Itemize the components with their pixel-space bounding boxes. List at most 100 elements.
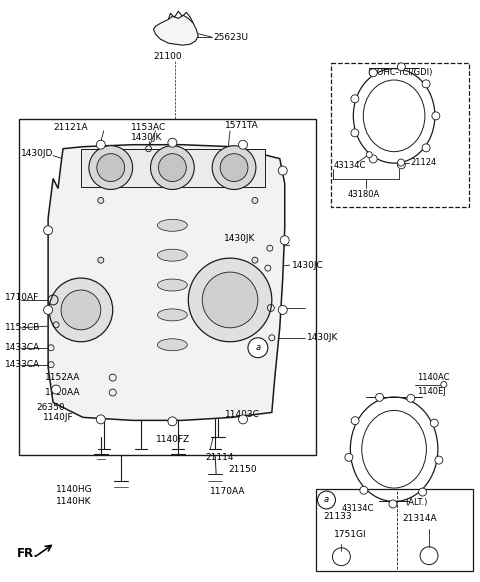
Circle shape bbox=[407, 395, 415, 402]
Circle shape bbox=[212, 146, 256, 190]
Circle shape bbox=[351, 95, 359, 103]
Text: 1430JK: 1430JK bbox=[307, 333, 338, 342]
Circle shape bbox=[360, 487, 368, 494]
Circle shape bbox=[278, 166, 287, 175]
Text: 1140JF: 1140JF bbox=[43, 413, 74, 422]
Circle shape bbox=[98, 257, 104, 263]
Text: 43180A: 43180A bbox=[348, 190, 380, 199]
Circle shape bbox=[351, 129, 359, 137]
Circle shape bbox=[202, 272, 258, 328]
Circle shape bbox=[280, 236, 289, 244]
Text: 1433CA: 1433CA bbox=[5, 360, 41, 369]
Text: 1140HK: 1140HK bbox=[56, 498, 92, 506]
Ellipse shape bbox=[157, 279, 187, 291]
Circle shape bbox=[158, 154, 186, 182]
Text: 1430JD: 1430JD bbox=[21, 149, 54, 158]
Bar bbox=[19, 119, 315, 455]
Text: 1710AA: 1710AA bbox=[45, 388, 81, 397]
Text: 43134C: 43134C bbox=[334, 161, 366, 170]
Text: 1152AA: 1152AA bbox=[45, 373, 81, 382]
Text: 21124: 21124 bbox=[410, 158, 436, 167]
Text: a: a bbox=[324, 495, 329, 505]
Circle shape bbox=[389, 500, 397, 508]
Circle shape bbox=[441, 382, 447, 388]
Circle shape bbox=[252, 257, 258, 263]
Circle shape bbox=[239, 140, 248, 149]
Circle shape bbox=[369, 69, 377, 77]
Text: FR.: FR. bbox=[17, 547, 39, 560]
Text: a: a bbox=[255, 343, 261, 352]
Circle shape bbox=[97, 154, 125, 182]
Text: 1751GI: 1751GI bbox=[334, 530, 366, 540]
Text: 1433CA: 1433CA bbox=[5, 343, 41, 352]
Text: 21150: 21150 bbox=[228, 464, 257, 474]
Text: 1140EJ: 1140EJ bbox=[417, 387, 446, 396]
Circle shape bbox=[151, 146, 194, 190]
Circle shape bbox=[113, 162, 119, 169]
Circle shape bbox=[248, 338, 268, 358]
Circle shape bbox=[432, 112, 440, 120]
Text: 1153AC: 1153AC bbox=[131, 123, 166, 132]
Circle shape bbox=[422, 80, 430, 88]
Text: 21121A: 21121A bbox=[53, 123, 88, 132]
Circle shape bbox=[366, 152, 372, 158]
Circle shape bbox=[419, 488, 427, 496]
Circle shape bbox=[89, 146, 132, 190]
Text: 1430JK: 1430JK bbox=[224, 234, 255, 243]
Circle shape bbox=[168, 139, 177, 147]
Circle shape bbox=[51, 385, 60, 394]
Text: 1430JK: 1430JK bbox=[131, 133, 162, 142]
Circle shape bbox=[98, 197, 104, 204]
Text: 1140HG: 1140HG bbox=[56, 485, 93, 494]
Text: 1571TA: 1571TA bbox=[225, 121, 259, 130]
Circle shape bbox=[435, 456, 443, 464]
Circle shape bbox=[239, 415, 248, 424]
Circle shape bbox=[252, 197, 258, 204]
Text: 1170AA: 1170AA bbox=[210, 487, 246, 495]
Bar bbox=[332, 63, 468, 207]
Text: 21124: 21124 bbox=[229, 300, 258, 310]
Circle shape bbox=[369, 155, 377, 163]
Ellipse shape bbox=[157, 219, 187, 231]
Circle shape bbox=[351, 417, 359, 425]
Circle shape bbox=[227, 162, 233, 169]
Text: 25623U: 25623U bbox=[213, 33, 248, 42]
Text: 1153CB: 1153CB bbox=[5, 324, 41, 332]
Text: 1140FZ: 1140FZ bbox=[156, 435, 190, 444]
Circle shape bbox=[44, 226, 53, 235]
Circle shape bbox=[397, 159, 405, 166]
Circle shape bbox=[188, 258, 272, 342]
Circle shape bbox=[49, 278, 113, 342]
Bar bbox=[315, 489, 473, 571]
Circle shape bbox=[220, 154, 248, 182]
Text: 43134C: 43134C bbox=[341, 505, 373, 513]
Circle shape bbox=[318, 491, 336, 509]
Ellipse shape bbox=[157, 309, 187, 321]
Text: 21114: 21114 bbox=[205, 453, 234, 462]
Text: 21133: 21133 bbox=[324, 512, 352, 521]
Text: 21314A: 21314A bbox=[402, 514, 437, 523]
Text: 11403C: 11403C bbox=[225, 410, 260, 419]
Circle shape bbox=[397, 63, 405, 71]
Circle shape bbox=[375, 393, 384, 402]
Text: 1430JC: 1430JC bbox=[292, 261, 324, 269]
Circle shape bbox=[345, 453, 353, 462]
Text: 1710AF: 1710AF bbox=[5, 293, 40, 303]
Circle shape bbox=[422, 144, 430, 152]
Polygon shape bbox=[48, 145, 285, 420]
Bar bbox=[81, 148, 265, 186]
Ellipse shape bbox=[157, 249, 187, 261]
Circle shape bbox=[430, 419, 438, 427]
Circle shape bbox=[169, 159, 175, 166]
Text: (ALT.): (ALT.) bbox=[405, 499, 428, 508]
Circle shape bbox=[96, 415, 105, 424]
Circle shape bbox=[397, 161, 405, 169]
Circle shape bbox=[168, 417, 177, 426]
Text: 26350: 26350 bbox=[36, 403, 65, 412]
Circle shape bbox=[278, 306, 287, 314]
Text: 1140AC: 1140AC bbox=[417, 373, 449, 382]
Circle shape bbox=[96, 140, 105, 149]
Text: 21100: 21100 bbox=[153, 52, 182, 61]
Circle shape bbox=[44, 306, 53, 314]
Polygon shape bbox=[154, 15, 198, 45]
